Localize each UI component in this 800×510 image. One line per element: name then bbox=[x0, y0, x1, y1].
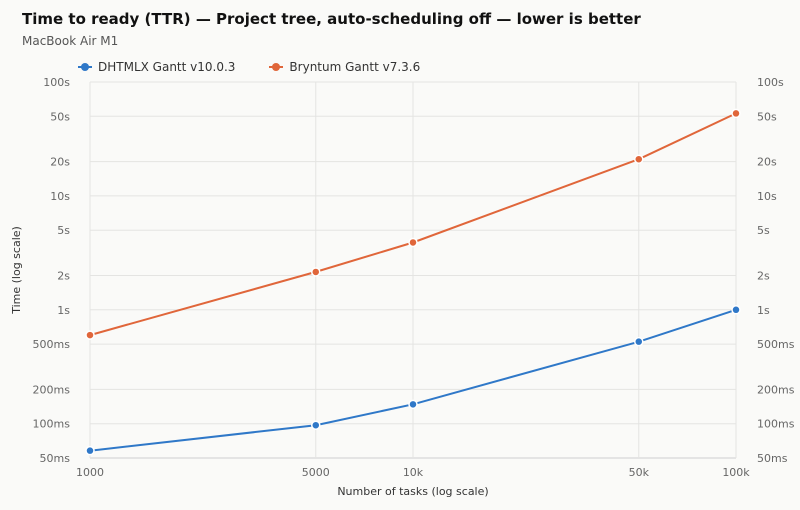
legend-swatch-dhtmlx bbox=[78, 62, 92, 72]
data-point bbox=[85, 330, 95, 340]
y-tick-label-right: 100ms bbox=[757, 418, 795, 431]
y-tick-label-left: 1s bbox=[57, 304, 70, 317]
y-tick-label-left: 2s bbox=[57, 270, 70, 283]
x-tick-label: 1000 bbox=[76, 466, 104, 479]
x-axis-label: Number of tasks (log scale) bbox=[337, 485, 488, 498]
legend: DHTMLX Gantt v10.0.3 Bryntum Gantt v7.3.… bbox=[78, 60, 420, 74]
series-bryntum bbox=[85, 108, 741, 340]
data-point bbox=[731, 305, 741, 315]
y-tick-label-right: 10s bbox=[757, 190, 777, 203]
y-tick-label-right: 5s bbox=[757, 224, 770, 237]
y-tick-label-right: 1s bbox=[757, 304, 770, 317]
legend-swatch-bryntum bbox=[269, 62, 284, 72]
y-axis-label: Time (log scale) bbox=[10, 226, 23, 315]
y-tick-label-left: 200ms bbox=[33, 383, 71, 396]
y-tick-label-left: 5s bbox=[57, 224, 70, 237]
y-axis-right: 50ms 100ms 200ms 500ms 1s 2s 5s 10s 20s 50s 100s bbox=[757, 76, 795, 465]
data-point bbox=[311, 420, 321, 430]
x-tick-label: 5000 bbox=[302, 466, 330, 479]
y-tick-label-left: 50ms bbox=[40, 452, 71, 465]
y-tick-label-right: 50ms bbox=[757, 452, 788, 465]
data-point bbox=[634, 154, 644, 164]
x-tick-label: 100k bbox=[722, 466, 750, 479]
y-tick-label-left: 100s bbox=[43, 76, 70, 89]
legend-label-dhtmlx: DHTMLX Gantt v10.0.3 bbox=[98, 60, 236, 74]
y-tick-label-left: 50s bbox=[50, 110, 70, 123]
data-point bbox=[311, 267, 321, 277]
legend-item-dhtmlx[interactable]: DHTMLX Gantt v10.0.3 bbox=[78, 60, 235, 74]
y-tick-label-right: 500ms bbox=[757, 338, 795, 351]
chart-subtitle: MacBook Air M1 bbox=[22, 34, 119, 48]
chart-title: Time to ready (TTR) — Project tree, auto… bbox=[22, 10, 641, 28]
data-point bbox=[408, 237, 418, 248]
y-tick-label-left: 10s bbox=[50, 190, 70, 203]
x-axis: 1000 5000 10k 50k 100k bbox=[76, 466, 750, 479]
y-axis-left: 50ms 100ms 200ms 500ms 1s 2s 5s 10s 20s 50s 100s bbox=[33, 76, 71, 465]
y-tick-label-left: 20s bbox=[50, 156, 70, 169]
data-point bbox=[85, 445, 95, 456]
y-tick-label-right: 20s bbox=[757, 156, 777, 169]
x-tick-label: 50k bbox=[629, 466, 650, 479]
series-dhtmlx bbox=[85, 305, 741, 456]
y-tick-label-right: 2s bbox=[757, 270, 770, 283]
legend-label-bryntum: Bryntum Gantt v7.3.6 bbox=[289, 60, 421, 74]
y-tick-label-left: 100ms bbox=[33, 418, 71, 431]
x-tick-label: 10k bbox=[403, 466, 424, 479]
data-point bbox=[731, 108, 741, 119]
legend-item-bryntum[interactable]: Bryntum Gantt v7.3.6 bbox=[269, 60, 420, 74]
y-tick-label-right: 100s bbox=[757, 76, 784, 89]
grid-lines bbox=[89, 81, 737, 459]
series-layer bbox=[85, 108, 741, 456]
y-tick-label-right: 50s bbox=[757, 110, 777, 123]
data-point bbox=[408, 399, 418, 410]
y-tick-label-right: 200ms bbox=[757, 383, 795, 396]
y-tick-label-left: 500ms bbox=[33, 338, 71, 351]
data-point bbox=[634, 336, 644, 347]
